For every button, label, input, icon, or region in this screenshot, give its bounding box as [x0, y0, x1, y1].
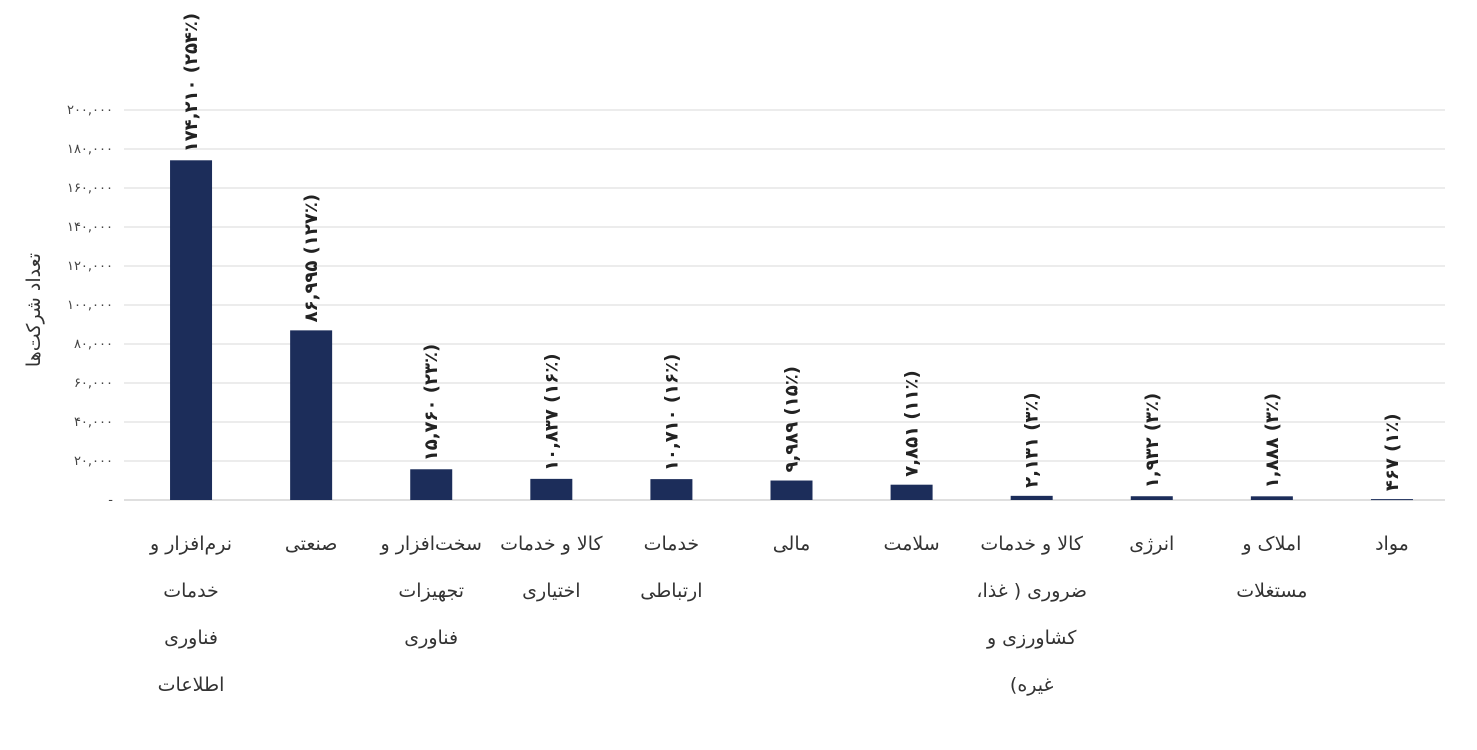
data-label: ۱۰,۸۳۷ (۱۶٪) — [541, 353, 562, 470]
category-label-line: سلامت — [883, 533, 940, 555]
category-label-line: خدمات — [643, 533, 700, 555]
data-label: ۱۰,۷۱۰ (۱۶٪) — [661, 354, 682, 471]
category-label: کالا و خدمات اختیاری — [489, 521, 613, 615]
bar — [1250, 496, 1293, 500]
y-tick-label: ۲۰,۰۰۰ — [74, 454, 113, 469]
category-label-line: کالا و خدمات — [980, 533, 1083, 555]
bar — [290, 330, 333, 500]
category-label-line: فناوری — [164, 627, 218, 649]
bar — [1010, 495, 1053, 500]
y-tick-label: ۱۴۰,۰۰۰ — [67, 220, 113, 235]
data-label: ۸۶,۹۹۵ (۱۲۷٪) — [301, 194, 322, 322]
y-tick-label: ۶۰,۰۰۰ — [74, 376, 113, 391]
category-label-line: نرم‌افزار و — [150, 533, 233, 555]
y-tick-label: ۲۰۰,۰۰۰ — [67, 103, 113, 118]
bar — [1130, 496, 1173, 500]
category-label-line: انرژی — [1129, 533, 1175, 555]
bar — [410, 469, 453, 500]
category-label-line: فناوری — [404, 627, 459, 649]
y-tick-label: ۱۶۰,۰۰۰ — [67, 181, 113, 196]
bars — [170, 160, 1413, 501]
data-label: ۷,۸۵۱ (۱۱٪) — [902, 370, 923, 476]
category-label: سخت‌افزار و تجهیزات فناوری — [369, 521, 493, 662]
bar — [770, 480, 813, 500]
category-label-line: اطلاعات — [157, 674, 225, 696]
bar — [890, 484, 933, 500]
category-label: نرم‌افزار و خدمات فناوری اطلاعات — [129, 521, 253, 709]
category-label-line: ضروری ( غذا، — [976, 580, 1087, 602]
category-label-line: مالی — [772, 533, 811, 555]
category-label-line: غیره) — [1009, 674, 1054, 696]
y-axis-label: تعداد شرکت‌ها — [23, 253, 45, 367]
y-axis-ticks: - ۲۰,۰۰۰ ۴۰,۰۰۰ ۶۰,۰۰۰ ۸۰,۰۰۰ ۱۰۰,۰۰۰ ۱۲۰,۰۰۰ ۱… — [67, 103, 113, 508]
data-label: ۲,۱۳۱ (۳٪) — [1022, 392, 1043, 487]
y-tick-label: ۱۸۰,۰۰۰ — [67, 142, 113, 157]
category-label: انرژی — [1090, 521, 1214, 568]
data-label: ۱,۹۳۲ (۳٪) — [1142, 393, 1163, 488]
category-label: خدمات ارتباطی — [609, 521, 733, 615]
category-label: کالا و خدمات ضروری ( غذا، کشاورزی و غیره) — [970, 521, 1094, 709]
category-label: مالی — [730, 521, 854, 568]
category-label-line: اختیاری — [522, 580, 581, 602]
category-label: مواد — [1330, 521, 1454, 568]
y-tick-label: ۴۰,۰۰۰ — [74, 415, 113, 430]
bar — [170, 160, 213, 500]
category-label-line: خدمات — [163, 580, 219, 602]
category-label-line: صنعتی — [284, 533, 338, 555]
category-label: سلامت — [850, 521, 974, 568]
category-label-line: مواد — [1375, 533, 1409, 555]
data-label: ۹,۹۸۹ (۱۵٪) — [782, 366, 803, 472]
category-label: صنعتی — [249, 521, 373, 568]
gridlines — [124, 109, 1445, 501]
data-label: ۴۶۷ (۱٪) — [1382, 413, 1403, 491]
category-label-line: سخت‌افزار و — [380, 533, 482, 555]
y-tick-label: - — [108, 493, 113, 508]
bar — [530, 478, 573, 500]
data-labels: ۱۷۴,۲۱۰ (۲۵۴٪) ۸۶,۹۹۵ (۱۲۷٪) ۱۵,۷۶۰ (۲۳٪) ۱… — [181, 13, 1403, 491]
y-tick-label: ۸۰,۰۰۰ — [74, 337, 113, 352]
data-label: ۱۷۴,۲۱۰ (۲۵۴٪) — [181, 13, 202, 152]
bar — [650, 479, 693, 500]
y-tick-label: ۱۰۰,۰۰۰ — [67, 298, 113, 313]
category-label-line: تجهیزات — [398, 580, 465, 602]
bar — [1370, 499, 1413, 501]
category-label-line: کشاورزی و — [986, 627, 1077, 649]
category-label: املاک و مستغلات — [1210, 521, 1334, 615]
category-label-line: املاک و — [1242, 533, 1302, 555]
category-label-line: ارتباطی — [640, 580, 703, 602]
category-label-line: مستغلات — [1236, 580, 1308, 602]
data-label: ۱۵,۷۶۰ (۲۳٪) — [421, 344, 442, 461]
y-tick-label: ۱۲۰,۰۰۰ — [67, 259, 113, 274]
category-label-line: کالا و خدمات — [500, 533, 603, 555]
data-label: ۱,۸۸۸ (۳٪) — [1262, 393, 1283, 488]
